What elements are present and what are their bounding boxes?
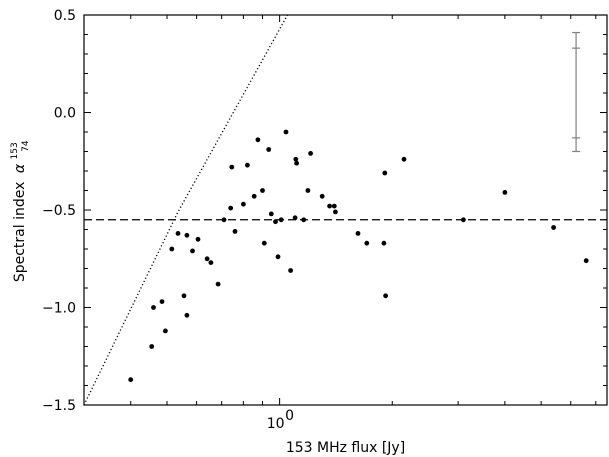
data-point-6 [175,231,181,236]
data-point-20 [245,162,250,168]
y-axis-title: Spectral index α 153 74 [5,138,31,282]
data-point-8 [184,312,190,318]
data-point-48 [461,217,466,223]
data-point-27 [273,219,278,225]
data-point-24 [261,240,267,246]
data-point-38 [319,193,325,199]
data-point-45 [382,170,388,176]
data-point-4 [163,328,168,334]
data-point-49 [502,190,508,195]
data-point-2 [151,305,156,310]
data-point-47 [401,156,407,162]
data-point-28 [275,254,281,260]
y-tick-label-0: 0.5 [54,8,76,24]
data-point-30 [283,129,289,135]
data-point-15 [221,217,227,223]
data-point-40 [331,203,337,209]
x-tick-label-exponent-0: 0 [285,408,294,424]
y-axis-title-symbol: α [12,163,28,173]
data-point-12 [204,256,210,262]
data-point-13 [208,260,214,265]
data-point-44 [381,240,387,246]
plot-content [84,15,607,405]
data-point-25 [266,147,272,152]
data-point-3 [159,299,165,304]
y-axis-title-subscript: 74 [21,140,31,152]
data-point-35 [301,217,307,223]
data-point-32 [292,215,298,221]
data-point-29 [278,217,284,223]
data-point-37 [308,151,313,156]
axes: 0.5 0.0 −0.5 −1.0 −1.5 10 0 [42,8,608,432]
y-tick-label-3: −1.0 [42,301,76,317]
data-point-19 [241,201,246,207]
data-point-18 [232,229,238,234]
y-tick-label-2: −0.5 [42,203,76,219]
data-point-11 [195,236,201,242]
data-point-14 [215,281,221,287]
data-point-7 [181,293,187,299]
data-point-50 [551,225,556,230]
data-point-9 [184,232,190,238]
y-tick-label-4: −1.5 [42,398,76,414]
data-point-17 [229,164,235,170]
data-point-21 [251,193,257,199]
data-point-46 [383,293,388,299]
data-point-0 [128,377,134,383]
y-tick-label-1: 0.0 [54,106,76,122]
x-tick-label-0: 10 [267,416,285,432]
plot-area [84,15,607,405]
y-axis-title-text: Spectral index [12,182,28,283]
data-point-39 [327,203,332,209]
x-axis-title: 153 MHz flux [Jy] [286,440,405,456]
data-point-36 [305,188,311,193]
data-point-10 [190,248,195,254]
dotted-limit-line [84,15,289,405]
data-point-5 [169,246,175,252]
data-point-43 [364,240,370,246]
data-point-51 [583,258,589,264]
data-point-1 [149,344,155,349]
data-point-22 [255,137,261,143]
data-point-33 [293,156,299,162]
data-point-42 [355,231,361,236]
data-point-23 [260,188,265,193]
data-point-34 [294,160,299,166]
y-axis-title-superscript: 153 [10,142,20,159]
data-point-16 [228,205,234,211]
data-point-31 [288,268,293,273]
data-point-41 [333,209,338,215]
plot-frame [83,14,608,406]
data-point-26 [268,211,274,217]
